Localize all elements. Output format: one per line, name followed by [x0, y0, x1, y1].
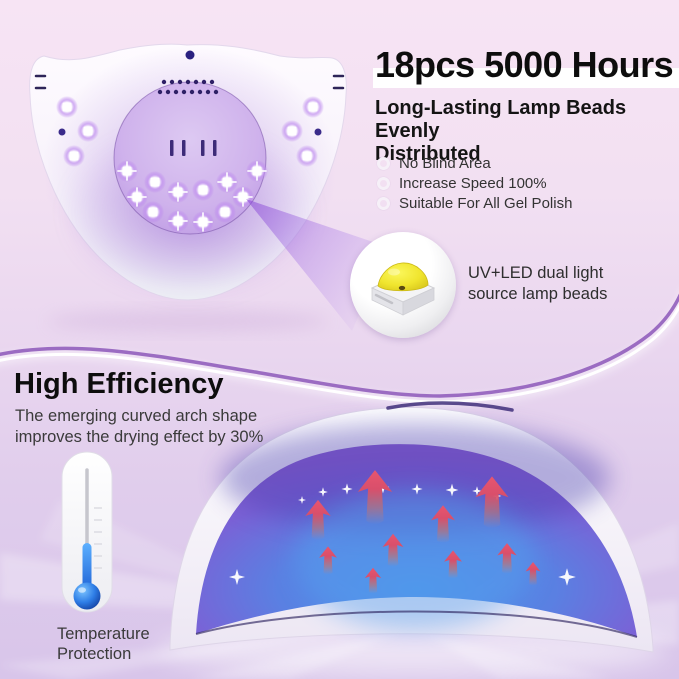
ring-bullet-icon	[377, 176, 390, 190]
edge-dashes	[34, 74, 345, 90]
section-heading: High Efficiency	[14, 368, 224, 400]
page-title: 18pcs 5000 Hours	[373, 44, 679, 88]
led-bead-icon	[370, 262, 436, 316]
vent-holes	[157, 79, 219, 95]
subtitle-line: Distributed	[375, 143, 481, 165]
page-title-text: 18pcs 5000 Hours	[373, 44, 679, 88]
bullet-label: Suitable For All Gel Polish	[399, 194, 573, 212]
dome-top-vent	[386, 401, 514, 412]
lamp-arch-image	[169, 401, 654, 653]
bullet-label: Increase Speed 100%	[399, 174, 547, 192]
section-description: The emerging curved arch shape improves …	[15, 406, 263, 448]
bead-caption-line: UV+LED dual light	[468, 264, 604, 282]
thermometer-icon	[61, 451, 113, 613]
description-line: The emerging curved arch shape	[15, 407, 258, 425]
ring-bullet-icon	[377, 196, 390, 210]
lamp-reflection-shadow	[48, 310, 328, 332]
description-line: improves the drying effect by 30%	[15, 428, 264, 446]
list-item: No Blind Area	[377, 153, 572, 173]
ring-bullet-icon	[377, 156, 390, 170]
led-bead-closeup	[350, 232, 456, 338]
bead-caption: UV+LED dual light source lamp beads	[468, 263, 607, 305]
lamp-underside-image	[29, 43, 347, 301]
list-item: Suitable For All Gel Polish	[377, 193, 572, 213]
thermometer-label-line: Protection	[57, 645, 132, 663]
subtitle-line: Long-Lasting Lamp Beads Evenly	[375, 97, 627, 142]
feature-bullet-list: No Blind Area Increase Speed 100% Suitab…	[377, 153, 572, 213]
thermometer-label: Temperature Protection	[57, 624, 150, 664]
sensor-dot	[185, 50, 195, 60]
slot-marks	[170, 140, 217, 156]
swoosh-divider	[0, 293, 679, 407]
thermometer-label-line: Temperature	[57, 625, 150, 643]
list-item: Increase Speed 100%	[377, 173, 572, 193]
subtitle: Long-Lasting Lamp Beads Evenly Distribut…	[375, 97, 679, 166]
bead-caption-line: source lamp beads	[468, 285, 608, 303]
bullet-label: No Blind Area	[399, 154, 491, 172]
